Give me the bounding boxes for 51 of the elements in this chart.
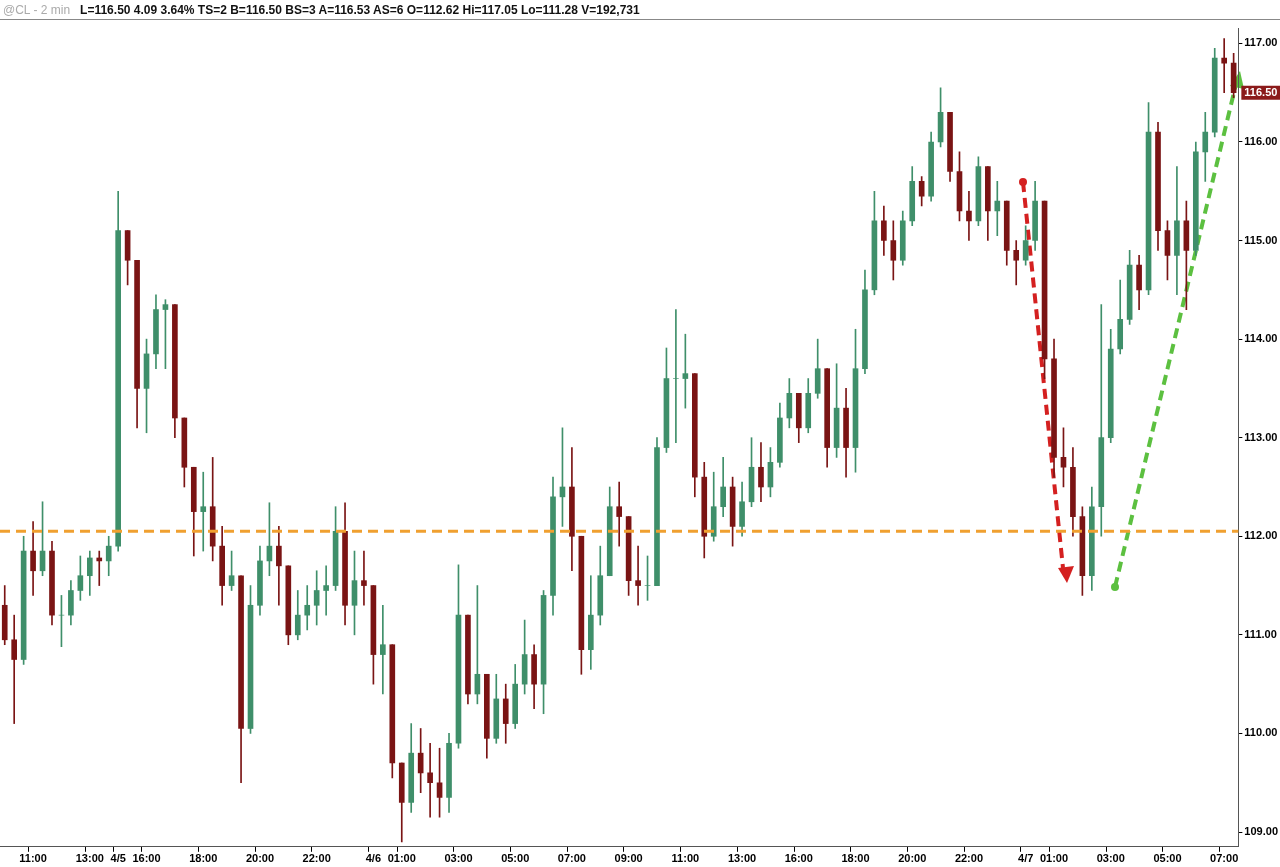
- y-tick-label: 111.00: [1244, 627, 1277, 640]
- x-tick-label: 01:00: [1039, 852, 1069, 865]
- x-tick-label: 11:00: [19, 852, 47, 865]
- x-tick-label: 11:00: [671, 852, 700, 865]
- candlestick: [304, 585, 311, 631]
- annotation: 116.50: [1244, 85, 1278, 98]
- x-tick-label: 01:00: [387, 852, 416, 865]
- candlestick: [1221, 38, 1228, 94]
- x-tick-label: 22:00: [302, 852, 331, 865]
- x-tick-label: 03:00: [444, 852, 473, 865]
- x-tick-label: 13:00: [75, 852, 104, 865]
- x-tick-label: 18:00: [189, 852, 218, 865]
- x-tick-label: 03:00: [1096, 852, 1125, 865]
- candlestick: [427, 742, 433, 818]
- candlestick: [96, 550, 103, 586]
- x-tick-label: 07:00: [1210, 852, 1239, 865]
- x-tick-label: 16:00: [784, 852, 813, 865]
- candlestick: [673, 309, 679, 443]
- candlestick: [616, 481, 623, 547]
- y-tick-label: 114.00: [1244, 332, 1278, 345]
- x-tick-label: 05:00: [1153, 852, 1182, 865]
- x-tick-label: 20:00: [245, 852, 275, 865]
- x-tick-label: 05:00: [501, 852, 530, 865]
- x-tick-label: 22:00: [954, 852, 984, 865]
- x-tick-label: 4/5: [110, 852, 126, 865]
- y-tick-label: 113.00: [1244, 430, 1278, 443]
- x-tick-label: 4/6: [365, 852, 382, 865]
- y-tick-label: 110.00: [1244, 726, 1278, 739]
- y-tick-label: 109.00: [1244, 825, 1279, 838]
- y-tick-label: 115.00: [1244, 233, 1278, 246]
- x-tick-label: 09:00: [614, 852, 643, 865]
- x-tick-label: 20:00: [898, 852, 927, 865]
- y-tick-label: 112.00: [1244, 529, 1278, 542]
- x-tick-label: 18:00: [841, 852, 870, 865]
- candlestick: [635, 545, 641, 606]
- candlestick: [380, 604, 386, 695]
- x-tick-label: 4/7: [1018, 852, 1034, 865]
- chart-title: @CL - 2 min: [3, 3, 71, 17]
- candlestick: [361, 550, 367, 606]
- candlestick: [1013, 240, 1020, 286]
- x-tick-label: 13:00: [728, 852, 757, 865]
- y-tick-label: 116.00: [1244, 135, 1278, 147]
- candlestick: [11, 614, 18, 724]
- candlestick: [323, 565, 329, 616]
- candlestick: [200, 471, 207, 552]
- x-tick-label: 16:00: [132, 852, 161, 865]
- chart-subtitle: L=116.50 4.09 3.64% TS=2 B=116.50 BS=3 A=116.53 AS=6 O=112.62 Hi=117.05 Lo=111.28 V=192,731: [80, 3, 640, 17]
- candlestick: [966, 190, 972, 241]
- x-tick-label: 07:00: [557, 852, 586, 865]
- y-tick-label: 117.00: [1244, 36, 1278, 49]
- candlestick: [994, 181, 1001, 236]
